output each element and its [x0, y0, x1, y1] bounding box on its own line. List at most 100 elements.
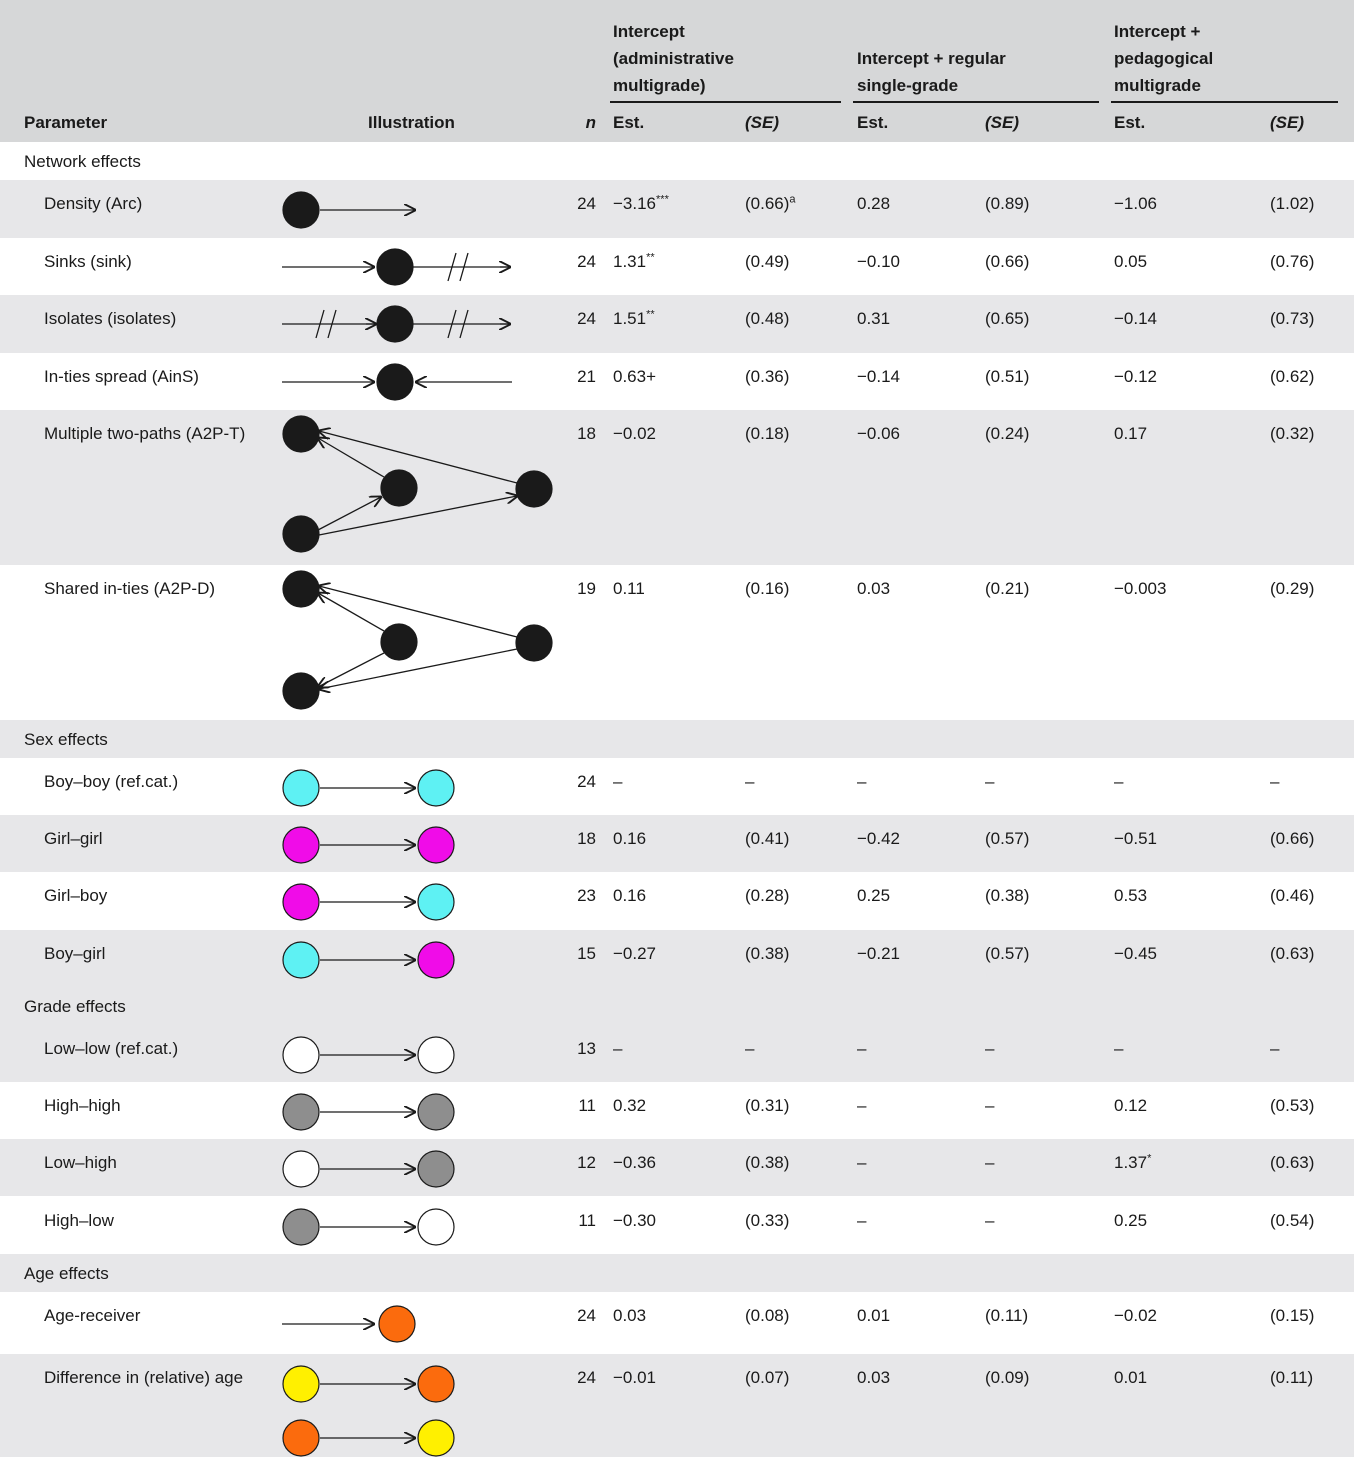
- parameter-label: Boy–boy (ref.cat.): [44, 772, 179, 791]
- se-pedagogical: –: [1270, 1035, 1279, 1063]
- se-value: (0.21): [985, 579, 1030, 598]
- se-administrative: (0.38): [745, 1149, 789, 1177]
- est-regular: −0.21: [857, 940, 900, 968]
- se-regular: (0.38): [985, 882, 1029, 910]
- se-administrative: (0.49): [745, 248, 789, 276]
- se-value: (0.11): [1270, 1368, 1314, 1387]
- se-value: (0.38): [745, 944, 790, 963]
- parameter-label: Girl–boy: [44, 886, 108, 905]
- se-value: (0.63): [1270, 944, 1315, 963]
- est-value: 1.37: [1114, 1153, 1148, 1172]
- est-regular: –: [857, 768, 866, 796]
- est-value: −0.45: [1114, 944, 1158, 963]
- se-value: (0.09): [985, 1368, 1030, 1387]
- est-value: −0.06: [857, 424, 901, 443]
- group-header-line: (administrative: [613, 49, 734, 68]
- se-pedagogical: (0.62): [1270, 363, 1314, 391]
- se-value: (0.16): [745, 579, 790, 598]
- parameter-label: Difference in (relative) age: [44, 1368, 244, 1387]
- se-administrative: (0.28): [745, 882, 789, 910]
- significance-marker: **: [646, 308, 655, 321]
- est-administrative: −0.01: [613, 1364, 656, 1392]
- se-pedagogical: (0.32): [1270, 420, 1314, 448]
- est-administrative: −3.16***: [613, 190, 669, 218]
- est-regular: 0.03: [857, 1364, 890, 1392]
- se-value: (0.46): [1270, 886, 1315, 905]
- section-row: Grade effects: [0, 987, 1354, 1025]
- se-value: (0.73): [1270, 309, 1315, 328]
- high-low-icon: [282, 1208, 455, 1246]
- parameter-label: Boy–girl: [44, 944, 106, 963]
- group-header-line: Intercept: [613, 22, 685, 41]
- se-regular: (0.51): [985, 363, 1029, 391]
- se-administrative: (0.07): [745, 1364, 789, 1392]
- se-regular: –: [985, 768, 994, 796]
- se-administrative: –: [745, 768, 754, 796]
- se-pedagogical: (1.02): [1270, 190, 1314, 218]
- se-regular: –: [985, 1207, 994, 1235]
- n-value: 24: [577, 309, 596, 328]
- se-value: (0.36): [745, 367, 790, 386]
- se-value: (0.11): [985, 1306, 1029, 1325]
- est-administrative: 0.11: [613, 575, 645, 603]
- se-regular: (0.57): [985, 940, 1029, 968]
- se-value: –: [985, 1153, 995, 1172]
- se-administrative: (0.38): [745, 940, 789, 968]
- se-value: –: [985, 1039, 995, 1058]
- se-regular: –: [985, 1092, 994, 1120]
- est-pedagogical: −0.14: [1114, 305, 1157, 333]
- table-row: Age-receiver 24 0.03 (0.08) 0.01 (0.11) …: [0, 1292, 1354, 1354]
- se-value: (0.31): [745, 1096, 790, 1115]
- est-value: −0.51: [1114, 829, 1158, 848]
- est-value: −0.21: [857, 944, 901, 963]
- parameter-label: Age-receiver: [44, 1306, 141, 1325]
- est-value: –: [1114, 1039, 1124, 1058]
- est-value: −1.06: [1114, 194, 1158, 213]
- est-pedagogical: −1.06: [1114, 190, 1157, 218]
- est-pedagogical: 0.05: [1114, 248, 1147, 276]
- se-pedagogical: (0.76): [1270, 248, 1314, 276]
- section-label: Sex effects: [24, 730, 108, 749]
- est-pedagogical: –: [1114, 1035, 1123, 1063]
- n-value: 21: [577, 367, 596, 386]
- section-row: Age effects: [0, 1254, 1354, 1292]
- se-value: (0.63): [1270, 1153, 1315, 1172]
- est-regular: −0.06: [857, 420, 900, 448]
- density-arc-icon: [282, 191, 570, 229]
- se-value: (0.15): [1270, 1306, 1315, 1325]
- shared-in-ties-icon: [282, 570, 553, 710]
- table-row: Multiple two-paths (A2P-T) 18 −0.02 (0.1…: [0, 410, 1354, 565]
- age-receiver-icon: [282, 1305, 416, 1343]
- est-value: 0.63+: [613, 367, 657, 386]
- est-pedagogical: 0.01: [1114, 1364, 1147, 1392]
- est-value: 0.28: [857, 194, 891, 213]
- group-header-line: Intercept + regular: [857, 49, 1006, 68]
- col-header-se: (SE): [985, 113, 1019, 132]
- est-administrative: −0.02: [613, 420, 656, 448]
- se-regular: (0.24): [985, 420, 1029, 448]
- se-administrative: (0.33): [745, 1207, 789, 1235]
- se-value: –: [1270, 772, 1280, 791]
- se-regular: (0.89): [985, 190, 1029, 218]
- est-value: 0.11: [613, 579, 645, 598]
- parameter-label: Density (Arc): [44, 194, 143, 213]
- est-administrative: 0.32: [613, 1092, 646, 1120]
- est-value: 1.31: [613, 252, 647, 271]
- n-value: 24: [577, 194, 596, 213]
- est-regular: –: [857, 1092, 866, 1120]
- boy-boy-icon: [282, 769, 455, 807]
- col-header-parameter: Parameter: [24, 113, 108, 132]
- significance-marker: ***: [656, 193, 669, 206]
- se-administrative: (0.16): [745, 575, 789, 603]
- parameter-label: Isolates (isolates): [44, 309, 177, 328]
- est-value: 0.01: [857, 1306, 891, 1325]
- table-row: Difference in (relative) age 24 −0.01 (0…: [0, 1354, 1354, 1457]
- section-label: Network effects: [24, 152, 141, 171]
- group-rule: [610, 101, 841, 103]
- se-pedagogical: (0.66): [1270, 825, 1314, 853]
- group-header-administrative: Intercept (administrative multigrade): [613, 18, 734, 99]
- se-value: (0.53): [1270, 1096, 1315, 1115]
- est-pedagogical: −0.12: [1114, 363, 1157, 391]
- se-value: (0.89): [985, 194, 1030, 213]
